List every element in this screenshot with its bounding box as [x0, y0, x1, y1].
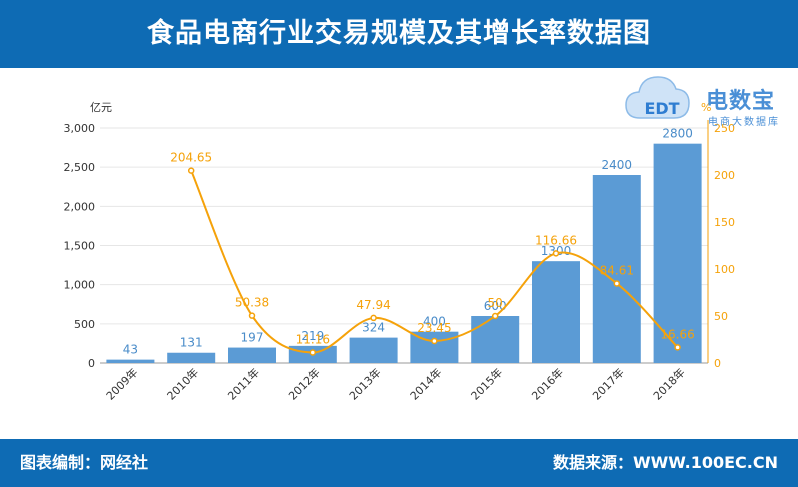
x-tick-label: 2011年 — [225, 365, 262, 402]
bar-value-label: 324 — [362, 321, 385, 335]
bar — [532, 261, 580, 363]
growth-point — [674, 344, 681, 351]
footer-credit: 图表编制：网经社 — [20, 453, 149, 472]
footer-source: 数据来源：WWW.100EC.CN — [552, 453, 778, 472]
growth-point — [613, 280, 621, 287]
x-tick-label: 2018年 — [650, 365, 687, 402]
bar-value-label: 600 — [484, 299, 507, 313]
right-tick-label: 150 — [714, 216, 735, 229]
growth-value-label: 50 — [488, 296, 503, 310]
growth-value-label: 204.65 — [170, 151, 212, 165]
bar — [653, 143, 702, 363]
bar — [349, 337, 398, 363]
left-tick-label: 2,000 — [64, 200, 96, 213]
x-tick-label: 2009年 — [103, 365, 140, 402]
left-tick-label: 0 — [88, 357, 95, 370]
growth-value-label: 16.66 — [660, 327, 694, 341]
footer-bar — [0, 439, 798, 487]
right-tick-label: 100 — [714, 263, 735, 276]
logo-cloud-icon — [625, 76, 690, 119]
growth-point — [248, 312, 256, 319]
growth-value-label: 23.45 — [417, 321, 451, 335]
growth-point — [431, 337, 438, 345]
bar-value-label: 131 — [180, 336, 203, 350]
logo-subtitle: 电商大数据库 — [708, 117, 780, 128]
left-tick-label: 500 — [74, 318, 95, 331]
left-axis-label: 亿元 — [90, 101, 112, 114]
bar — [592, 175, 641, 363]
chart-title: 食品电商行业交易规模及其增长率数据图 — [147, 18, 651, 49]
bar-value-label: 197 — [241, 331, 264, 345]
right-tick-label: 0 — [714, 357, 721, 370]
header-bar — [0, 0, 798, 68]
x-tick-label: 2013年 — [346, 365, 383, 402]
x-tick-label: 2015年 — [468, 365, 505, 402]
growth-point — [491, 312, 499, 320]
bar — [106, 359, 155, 363]
growth-value-label: 11.16 — [296, 333, 330, 347]
bar-value-label: 2800 — [662, 127, 693, 141]
right-tick-label: 200 — [714, 169, 735, 182]
bar-value-label: 400 — [423, 315, 446, 329]
left-tick-label: 1,500 — [64, 240, 96, 253]
x-tick-label: 2010年 — [164, 365, 201, 402]
left-tick-label: 2,500 — [64, 161, 96, 174]
bar-value-label: 2400 — [602, 158, 633, 172]
bar — [471, 316, 520, 363]
logo-text: 电数宝 — [706, 89, 776, 114]
right-axis-label: % — [701, 101, 711, 114]
left-tick-label: 1,000 — [64, 279, 96, 292]
left-tick-label: 3,000 — [64, 122, 96, 135]
growth-value-label: 84.61 — [600, 263, 634, 277]
x-tick-label: 2016年 — [529, 365, 566, 402]
bar-value-label: 43 — [123, 343, 138, 357]
growth-point — [370, 314, 377, 322]
growth-point — [187, 167, 195, 174]
growth-point — [552, 250, 560, 257]
right-tick-label: 50 — [714, 310, 728, 323]
x-tick-label: 2012年 — [285, 365, 322, 402]
bar — [167, 352, 216, 363]
right-tick-label: 250 — [714, 122, 735, 135]
growth-value-label: 47.94 — [356, 298, 390, 312]
growth-value-label: 50.38 — [235, 296, 269, 310]
logo-badge-text: EDT — [644, 99, 679, 118]
growth-point — [309, 349, 317, 356]
bar — [228, 347, 276, 363]
x-tick-label: 2017年 — [589, 365, 626, 402]
x-tick-label: 2014年 — [407, 365, 444, 402]
growth-value-label: 116.66 — [535, 233, 577, 247]
bar-value-label: 219 — [301, 329, 324, 343]
